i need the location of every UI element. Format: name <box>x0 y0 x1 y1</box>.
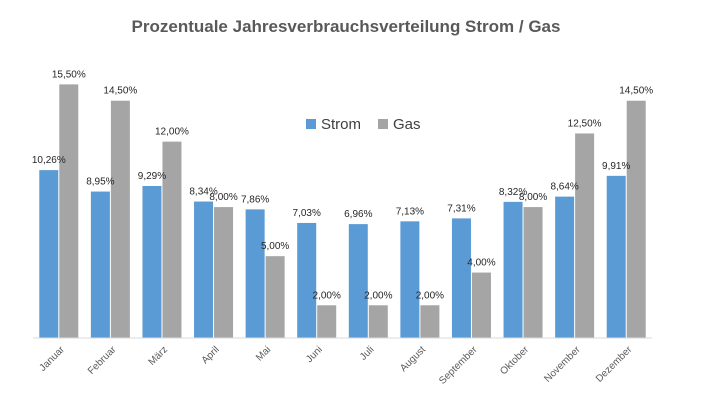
data-label-strom-september: 7,31% <box>447 203 475 214</box>
data-label-gas-juni: 2,00% <box>313 290 341 301</box>
data-label-gas-oktober: 8,00% <box>519 192 547 203</box>
bar-gas-november <box>575 133 595 338</box>
data-label-strom-oktober: 8,32% <box>499 187 527 198</box>
legend-label-strom: Strom <box>321 116 361 133</box>
data-label-strom-april: 8,34% <box>189 187 217 198</box>
x-tick-label-dezember: Dezember <box>594 344 635 385</box>
bar-strom-oktober <box>503 201 523 338</box>
data-label-strom-dezember: 9,91% <box>602 161 630 172</box>
bar-strom-september <box>451 218 471 338</box>
data-label-gas-mai: 5,00% <box>261 241 289 252</box>
bar-gas-dezember <box>626 100 646 338</box>
x-tick-label-oktober: Oktober <box>498 344 531 377</box>
x-tick-label-november: November <box>542 344 583 385</box>
data-label-gas-april: 8,00% <box>209 192 237 203</box>
bar-gas-juni <box>317 305 337 338</box>
data-label-strom-november: 8,64% <box>550 182 578 193</box>
bar-gas-oktober <box>523 207 543 338</box>
bar-gas-januar <box>59 84 79 338</box>
legend: Strom Gas <box>306 116 421 133</box>
bar-strom-januar <box>39 170 59 338</box>
x-tick-label-august: August <box>398 344 428 374</box>
bar-strom-november <box>555 196 575 338</box>
data-label-strom-mai: 7,86% <box>241 194 269 205</box>
data-label-gas-januar: 15,50% <box>52 69 86 80</box>
data-label-strom-juli: 6,96% <box>344 209 372 220</box>
x-tick-label-april: April <box>200 344 222 366</box>
data-label-strom-märz: 9,29% <box>138 171 166 182</box>
bar-gas-märz <box>162 141 182 338</box>
x-tick-label-september: September <box>437 344 480 387</box>
x-tick-label-mai: Mai <box>254 344 273 363</box>
legend-item-gas: Gas <box>378 116 421 133</box>
bar-gas-august <box>420 305 440 338</box>
bar-gas-juli <box>368 305 388 338</box>
data-label-strom-januar: 10,26% <box>32 155 66 166</box>
data-labels-group: 10,26%15,50%8,95%14,50%9,29%12,00%8,34%8… <box>32 69 653 301</box>
x-tick-label-juli: Juli <box>358 344 376 362</box>
bar-strom-dezember <box>606 175 626 338</box>
legend-swatch-gas <box>378 119 388 129</box>
bar-strom-februar <box>90 191 110 338</box>
data-label-gas-november: 12,50% <box>568 118 602 129</box>
bar-strom-august <box>400 221 420 338</box>
x-tick-label-januar: Januar <box>38 344 68 374</box>
bar-strom-april <box>194 201 214 338</box>
data-label-strom-juni: 7,03% <box>293 208 321 219</box>
data-label-gas-september: 4,00% <box>467 258 495 269</box>
chart-title: Prozentuale Jahresverbrauchsverteilung S… <box>132 17 561 36</box>
data-label-strom-februar: 8,95% <box>86 177 114 188</box>
legend-swatch-strom <box>306 119 316 129</box>
data-label-gas-märz: 12,00% <box>155 127 189 138</box>
bar-strom-märz <box>142 185 162 338</box>
data-label-gas-februar: 14,50% <box>103 86 137 97</box>
x-tick-label-märz: März <box>147 344 171 368</box>
bars-group <box>39 84 646 338</box>
bar-strom-juli <box>348 224 368 338</box>
data-label-gas-august: 2,00% <box>416 290 444 301</box>
x-tick-label-februar: Februar <box>86 344 119 377</box>
bar-gas-september <box>471 272 491 338</box>
bar-gas-februar <box>110 100 130 338</box>
bar-strom-mai <box>245 209 265 338</box>
bar-gas-april <box>214 207 234 338</box>
x-tick-label-juni: Juni <box>304 344 325 365</box>
legend-label-gas: Gas <box>393 116 421 133</box>
bar-strom-juni <box>297 222 317 338</box>
data-label-strom-august: 7,13% <box>396 206 424 217</box>
legend-item-strom: Strom <box>306 116 361 133</box>
bar-gas-mai <box>265 256 285 338</box>
x-tick-labels-group: Januar Februar März April Mai Juni Juli August S… <box>38 344 635 387</box>
data-label-gas-juli: 2,00% <box>364 290 392 301</box>
data-label-gas-dezember: 14,50% <box>619 86 653 97</box>
